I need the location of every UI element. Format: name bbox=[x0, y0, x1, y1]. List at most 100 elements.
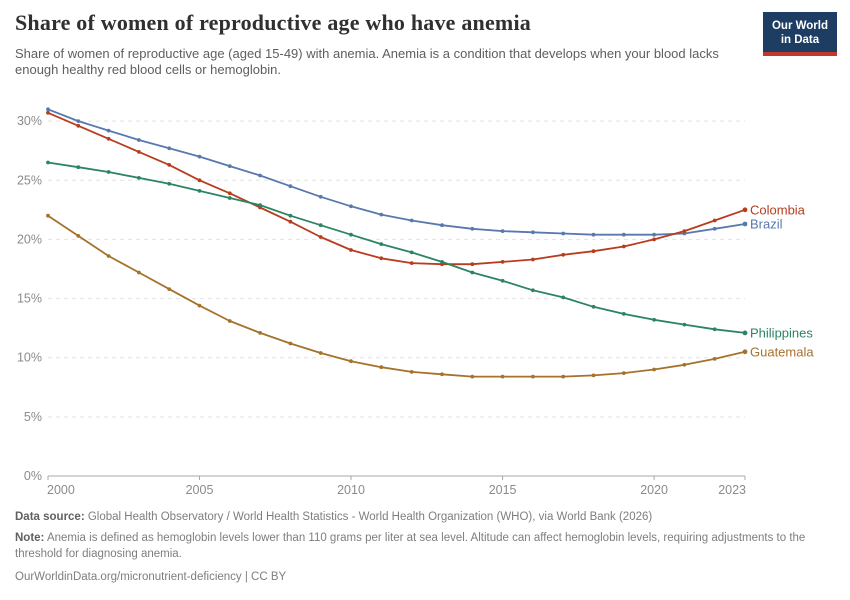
data-point-brazil bbox=[409, 218, 414, 223]
data-point-philippines bbox=[531, 288, 535, 293]
series-label-brazil[interactable]: Brazil bbox=[750, 217, 783, 232]
data-point-guatemala bbox=[167, 287, 172, 291]
data-point-colombia bbox=[379, 256, 384, 261]
data-point-guatemala bbox=[470, 374, 475, 379]
series-line-guatemala[interactable] bbox=[47, 214, 746, 378]
y-tick-label: 25% bbox=[17, 173, 42, 187]
data-point-brazil bbox=[531, 230, 535, 235]
data-point-guatemala bbox=[712, 357, 717, 361]
data-source-text: Global Health Observatory / World Health… bbox=[84, 511, 653, 523]
data-point-philippines bbox=[440, 260, 444, 264]
data-point-philippines bbox=[167, 181, 172, 186]
x-tick-label: 2020 bbox=[640, 483, 668, 497]
data-point-philippines bbox=[227, 196, 232, 200]
data-point-colombia bbox=[621, 244, 626, 249]
data-point-guatemala bbox=[349, 359, 353, 364]
data-point-brazil bbox=[227, 164, 232, 168]
data-point-philippines bbox=[409, 250, 414, 255]
data-point-guatemala bbox=[440, 372, 444, 377]
data-point-philippines bbox=[591, 304, 596, 309]
data-point-philippines bbox=[500, 278, 505, 283]
data-point-brazil bbox=[288, 184, 293, 189]
data-point-colombia bbox=[712, 218, 717, 223]
page-title: Share of women of reproductive age who h… bbox=[15, 10, 531, 35]
data-point-brazil bbox=[318, 194, 323, 199]
data-point-colombia bbox=[591, 249, 596, 254]
data-point-colombia bbox=[682, 229, 687, 234]
data-point-brazil bbox=[591, 232, 596, 237]
data-point-guatemala bbox=[531, 374, 535, 379]
series-label-colombia[interactable]: Colombia bbox=[750, 202, 806, 217]
data-point-philippines bbox=[349, 232, 353, 237]
data-point-guatemala bbox=[227, 319, 232, 323]
data-point-brazil bbox=[167, 146, 172, 151]
data-point-philippines bbox=[682, 322, 687, 327]
citation-line[interactable]: OurWorldinData.org/micronutrient-deficie… bbox=[15, 571, 287, 584]
data-point-brazil bbox=[652, 232, 656, 237]
y-tick-label: 15% bbox=[17, 292, 42, 306]
data-point-colombia bbox=[46, 110, 50, 115]
data-point-colombia bbox=[531, 257, 535, 262]
note-text: Anemia is defined as hemoglobin levels l… bbox=[15, 532, 806, 561]
data-point-guatemala bbox=[106, 254, 111, 258]
x-tick-label: 2005 bbox=[186, 483, 214, 497]
data-point-brazil bbox=[197, 154, 202, 159]
data-point-guatemala bbox=[197, 303, 202, 308]
data-point-colombia bbox=[652, 237, 656, 242]
data-source-line: Data source: Global Health Observatory /… bbox=[15, 509, 821, 525]
series-label-philippines[interactable]: Philippines bbox=[750, 325, 813, 340]
data-point-guatemala bbox=[409, 370, 414, 374]
data-point-colombia bbox=[167, 163, 172, 167]
data-point-philippines bbox=[470, 270, 475, 275]
data-point-brazil bbox=[46, 107, 50, 112]
data-point-colombia bbox=[500, 260, 505, 264]
data-point-philippines bbox=[137, 176, 141, 180]
x-tick-label: 2023 bbox=[718, 483, 746, 497]
data-point-philippines bbox=[652, 317, 656, 322]
data-point-colombia bbox=[227, 191, 232, 196]
data-point-brazil bbox=[106, 128, 111, 133]
owid-logo[interactable]: Our World in Data bbox=[762, 12, 837, 57]
data-point-guatemala bbox=[379, 365, 384, 370]
line-chart-canvas: 0% 5% 10% 15% 20% 25% 30% 2000 2005 2010 2015 2020 2… bbox=[17, 107, 814, 497]
data-point-guatemala bbox=[652, 367, 656, 372]
data-point-brazil bbox=[470, 226, 475, 231]
data-point-colombia bbox=[288, 219, 293, 224]
data-point-colombia bbox=[318, 235, 323, 239]
x-tick-label: 2010 bbox=[337, 483, 365, 497]
data-point-guatemala bbox=[76, 234, 81, 238]
series-line-colombia[interactable] bbox=[47, 111, 746, 266]
data-point-philippines bbox=[561, 295, 566, 300]
data-point-philippines bbox=[106, 170, 111, 174]
y-tick-label: 20% bbox=[17, 232, 42, 246]
data-point-guatemala bbox=[258, 331, 262, 335]
series-label-guatemala[interactable]: Guatemala bbox=[750, 344, 814, 359]
series-line-brazil[interactable] bbox=[47, 108, 746, 236]
data-point-brazil bbox=[76, 119, 81, 123]
data-point-guatemala bbox=[742, 349, 748, 355]
data-point-brazil bbox=[561, 231, 566, 236]
data-point-guatemala bbox=[137, 270, 141, 275]
y-tick-label: 0% bbox=[24, 469, 42, 483]
data-point-philippines bbox=[318, 223, 323, 228]
data-point-brazil bbox=[258, 173, 262, 178]
data-point-colombia bbox=[742, 207, 748, 213]
note-line: Note: Anemia is defined as hemoglobin le… bbox=[15, 530, 821, 562]
data-source-label: Data source: bbox=[15, 511, 85, 523]
line-chart: 0% 5% 10% 15% 20% 25% 30% 2000 2005 2010 2015 2020 2… bbox=[0, 95, 850, 515]
data-point-guatemala bbox=[46, 213, 50, 218]
data-point-guatemala bbox=[682, 362, 687, 367]
chart-footer: Data source: Global Health Observatory /… bbox=[15, 509, 821, 590]
series-line-philippines[interactable] bbox=[47, 161, 746, 334]
data-point-philippines bbox=[712, 327, 717, 332]
data-point-colombia bbox=[561, 252, 566, 257]
data-point-brazil bbox=[742, 221, 748, 227]
data-point-guatemala bbox=[621, 371, 626, 375]
data-point-philippines bbox=[621, 312, 626, 316]
data-point-colombia bbox=[106, 136, 111, 141]
y-tick-label: 5% bbox=[24, 410, 42, 424]
data-point-brazil bbox=[712, 226, 717, 231]
x-tick-label: 2015 bbox=[489, 483, 517, 497]
data-point-philippines bbox=[288, 213, 293, 218]
y-tick-label: 30% bbox=[17, 114, 42, 128]
